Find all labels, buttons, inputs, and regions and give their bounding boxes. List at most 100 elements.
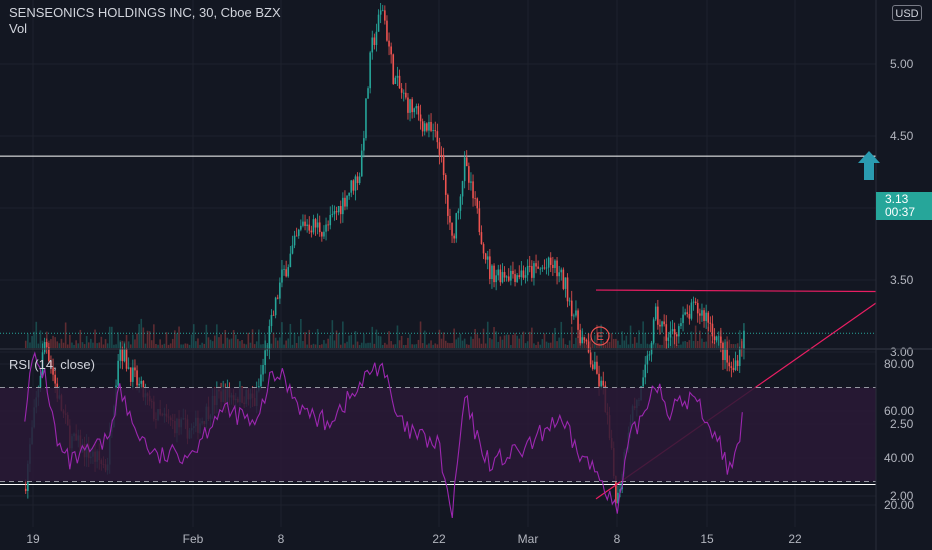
candle-body[interactable] [489,256,491,280]
candle-body[interactable] [585,339,588,342]
candle-body[interactable] [644,364,647,378]
candle-body[interactable] [369,52,371,89]
candle-body[interactable] [405,92,407,98]
candle-body[interactable] [667,337,670,341]
up-arrow-icon[interactable] [858,151,880,180]
symbol-title[interactable]: SENSEONICS HOLDINGS INC, 30, Cboe BZX [9,5,281,20]
candle-body[interactable] [377,14,380,32]
candle-body[interactable] [302,221,304,226]
rsi-title[interactable]: RSI (14, close) [9,357,95,372]
candle-body[interactable] [539,268,542,270]
candle-body[interactable] [400,88,403,93]
candle-body[interactable] [732,367,735,370]
candle-body[interactable] [396,75,399,78]
candle-body[interactable] [573,315,575,317]
candle-body[interactable] [480,232,483,245]
candle-body[interactable] [352,180,355,191]
candle-body[interactable] [371,37,374,53]
candle-body[interactable] [339,206,342,215]
candle-body[interactable] [276,297,279,299]
candle-body[interactable] [680,323,682,327]
candle-body[interactable] [516,275,518,282]
candle-body[interactable] [465,157,468,167]
candle-body[interactable] [398,75,401,89]
candle-body[interactable] [583,337,586,340]
candle-body[interactable] [648,354,651,356]
candle-body[interactable] [696,303,699,314]
candle-body[interactable] [491,265,493,280]
candle-body[interactable] [499,269,502,283]
candle-body[interactable] [384,10,386,21]
candle-body[interactable] [428,121,430,131]
candle-body[interactable] [350,180,353,193]
candle-body[interactable] [287,267,290,277]
candle-body[interactable] [600,380,602,387]
candle-body[interactable] [306,224,308,227]
candle-body[interactable] [335,211,338,213]
candle-body[interactable] [476,198,479,209]
candle-body[interactable] [652,319,655,343]
candle-body[interactable] [682,314,684,324]
candle-body[interactable] [589,352,592,365]
candle-body[interactable] [564,277,567,289]
candle-body[interactable] [388,40,390,47]
candle-body[interactable] [293,235,296,246]
candle-body[interactable] [669,331,672,338]
candle-body[interactable] [703,310,705,321]
candle-body[interactable] [444,174,447,195]
candle-body[interactable] [262,365,264,375]
candle-body[interactable] [547,257,550,268]
candle-body[interactable] [407,97,409,113]
candle-body[interactable] [129,367,132,382]
candle-body[interactable] [421,121,424,132]
candle-body[interactable] [510,270,512,281]
candle-body[interactable] [140,380,143,384]
candle-body[interactable] [381,10,384,12]
candle-body[interactable] [365,98,367,139]
candle-body[interactable] [413,108,416,113]
candle-body[interactable] [314,219,317,228]
candle-body[interactable] [470,181,472,183]
candle-body[interactable] [348,192,350,196]
candle-body[interactable] [713,336,716,341]
candle-body[interactable] [743,330,745,350]
candle-body[interactable] [373,37,376,45]
candle-body[interactable] [738,348,741,366]
candle-body[interactable] [663,321,665,325]
candle-body[interactable] [598,373,600,387]
candle-body[interactable] [283,269,285,271]
candle-body[interactable] [493,265,495,283]
candle-body[interactable] [701,310,703,316]
candle-body[interactable] [531,266,533,278]
candle-body[interactable] [117,360,119,386]
candle-body[interactable] [675,334,678,337]
candle-body[interactable] [442,155,445,175]
candle-body[interactable] [52,367,54,375]
candle-body[interactable] [266,349,269,351]
candle-body[interactable] [503,272,506,278]
candle-body[interactable] [333,211,336,215]
candle-body[interactable] [484,253,487,260]
candle-body[interactable] [541,267,544,269]
candle-body[interactable] [684,312,686,315]
candle-body[interactable] [45,342,48,348]
candle-body[interactable] [119,348,122,361]
candle-body[interactable] [657,306,659,325]
candle-body[interactable] [734,360,737,370]
candle-body[interactable] [325,224,327,232]
candle-body[interactable] [457,210,460,214]
candle-body[interactable] [562,269,565,289]
candle-body[interactable] [268,326,271,350]
candle-body[interactable] [394,77,397,85]
candle-body[interactable] [291,245,294,254]
candle-body[interactable] [699,313,701,316]
candle-body[interactable] [566,277,569,302]
candle-body[interactable] [24,488,27,492]
candle-body[interactable] [642,377,644,387]
candle-body[interactable] [661,321,663,327]
candle-body[interactable] [596,361,598,374]
candle-body[interactable] [724,348,726,361]
candle-body[interactable] [354,176,357,191]
candle-body[interactable] [310,230,313,233]
